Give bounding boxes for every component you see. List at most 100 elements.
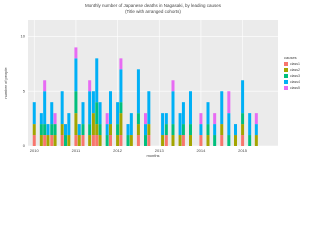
bar-segment [81,102,85,125]
legend-label: class5 [290,86,300,90]
bar-segment [109,91,112,125]
y-tick-label: 5 [23,88,26,93]
bar-segment [126,124,130,136]
bar-segment [171,135,175,146]
bar-segment [74,47,78,59]
legend-label: class2 [290,68,300,72]
bar-segment [74,113,78,136]
bar-segment [213,113,217,125]
legend-label: class4 [290,80,300,84]
bar-segment [32,135,36,146]
bar-segment [50,124,54,136]
bar-segment [60,91,64,125]
legend-swatch [284,68,288,72]
bar-segment [254,124,258,136]
x-tick-label: 2015 [238,148,248,153]
bar-segment [220,91,224,125]
bar-segment [248,135,252,146]
legend-label: class1 [290,62,300,66]
bar-segment [189,91,192,125]
bar-segment [144,113,147,125]
bar-segment [164,113,168,125]
bar-segment [53,135,57,146]
bar-segment [136,69,140,114]
bar-segment [227,91,231,114]
bar-segment [147,91,151,125]
bar-segment [88,91,92,125]
legend-swatch [284,80,288,84]
bar-segment [67,135,71,146]
bar-segment [206,124,210,136]
bar-segment [53,113,57,125]
bar-segment [189,135,192,146]
bar-segment [109,124,112,136]
bar-segment [227,113,231,136]
bar-segment [81,124,85,136]
bar-segment [81,135,85,146]
bar-segment [64,135,67,146]
bar-segment [213,135,217,146]
bar-segment [74,135,78,146]
x-tick-label: 2010 [30,148,40,153]
legend-swatch [284,62,288,66]
bar-segment [181,124,185,136]
bar-segment [129,135,133,146]
bar-segment [32,124,36,136]
bar-segment [144,135,147,146]
bar-segment [136,113,140,125]
bar-segment [164,124,168,136]
bar-segment [171,80,175,92]
chart-subtitle: (Title with arranged cohorts) [125,9,181,14]
bar-segment [43,91,47,125]
bar-segment [220,124,224,136]
bar-segment [171,91,175,125]
legend-swatch [284,74,288,78]
chart-title: Monthly number of Japanese deaths in Nag… [85,3,222,8]
bar-segment [119,135,123,146]
bar-segment [234,135,237,146]
bar-segment [119,69,123,103]
bar-segment [77,135,81,146]
bar-segment [119,58,123,70]
bar-segment [164,135,168,146]
bar-segment [241,124,245,136]
bar-segment [119,113,123,136]
bar-segment [60,135,64,146]
bar-segment [147,135,151,146]
bar-segment [234,124,237,136]
bar-segment [64,124,67,136]
bar-segment [88,135,92,146]
bar-segment [126,135,130,146]
x-tick-label: 2011 [72,148,81,153]
bar-segment [43,135,47,146]
bar-segment [119,102,123,114]
bar-segment [161,113,165,136]
bar-segment [53,124,57,136]
bar-segment [88,80,92,92]
bar-segment [43,124,47,136]
bar-segment [181,135,185,146]
bar-segment [32,102,36,125]
bar-segment [98,135,102,146]
bar-segment [220,135,224,146]
y-axis-label: number of people [3,67,8,99]
bar-segment [95,58,99,103]
bar-segment [248,113,252,136]
bar-segment [161,135,165,146]
legend-title: causes [284,55,297,60]
bar-segment [116,102,120,125]
bar-segment [136,135,140,146]
bar-segment [199,135,203,146]
x-tick-label: 2012 [113,148,123,153]
x-tick-label: 2013 [155,148,165,153]
bar-segment [60,124,64,136]
bar-segment [105,135,109,146]
bar-segment [105,113,109,125]
bar-segment [206,135,210,146]
bar-segment [50,102,54,125]
bar-segment [105,124,109,136]
bar-segment [95,124,99,136]
bar-segment [91,113,95,136]
bar-segment [178,113,182,136]
y-tick-label: 0 [23,143,26,148]
